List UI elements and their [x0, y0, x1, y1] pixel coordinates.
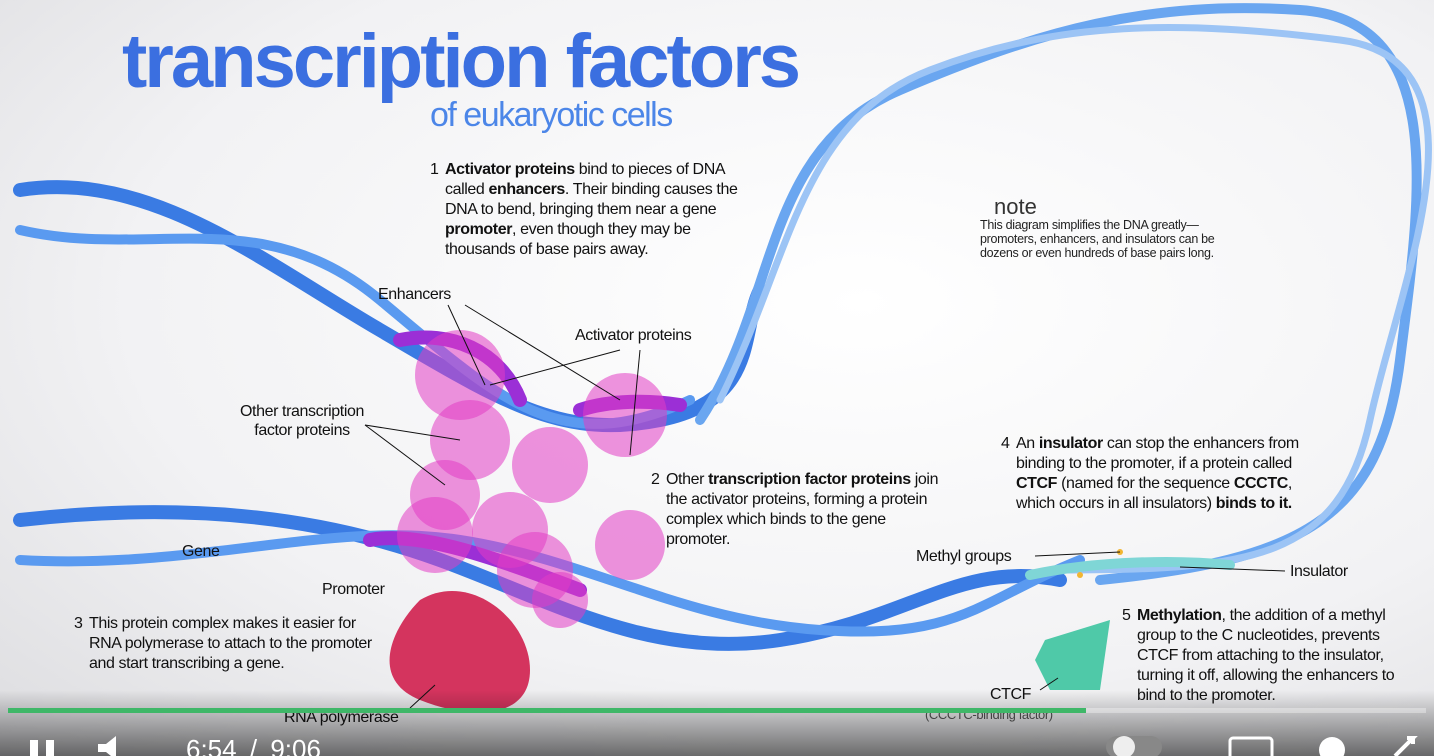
fullscreen-button[interactable] [1393, 736, 1418, 756]
text-run: bind to pieces of DNA called [445, 161, 725, 198]
text-run: Other [666, 471, 709, 488]
toggle-knob [1113, 736, 1135, 756]
protein [397, 497, 473, 573]
current-time: 6:54 [186, 734, 237, 756]
control-bar [0, 690, 1434, 756]
protein [583, 373, 667, 457]
captions-button[interactable] [1228, 736, 1274, 756]
text-run: transcription factor proteins [708, 471, 911, 488]
text-run: enhancers [488, 181, 565, 198]
label: Enhancers [378, 286, 451, 303]
label: Insulator [1290, 563, 1348, 580]
dna-strand [15, 225, 695, 429]
insulator-segment [1025, 557, 1235, 580]
protein [430, 400, 510, 480]
progress-fill [8, 708, 1086, 713]
text-run: CCCTC [1233, 475, 1288, 492]
text-run: , which occurs in all insulators) [1016, 475, 1292, 512]
settings-button[interactable] [1319, 737, 1345, 756]
title: transcription factors [122, 19, 801, 104]
text-run: insulator [1038, 435, 1103, 452]
step-4: 4 An insulator can stop the enhancers fro… [1001, 434, 1311, 514]
text-run: , even though they may be thousands of b… [445, 221, 691, 258]
label: Gene [182, 543, 220, 560]
text-run: (named for the sequence [1057, 475, 1234, 492]
text-run: . Their binding causes the DNA to bend, … [445, 181, 738, 218]
step-number: 5 [1122, 607, 1131, 624]
player-icons [30, 736, 1418, 756]
dna-strand [695, 3, 1422, 585]
dna-strand [15, 530, 1085, 637]
step-3: 3 This protein complex makes it easier fo… [74, 614, 389, 674]
label: Other transcription factor proteins [239, 403, 364, 439]
label: Methyl groups [916, 548, 1012, 565]
note-text: This diagram simplifies the DNA greatly—… [980, 218, 1215, 260]
pause-button[interactable] [30, 740, 38, 756]
text-run: binds to it. [1215, 495, 1292, 512]
step-2: 2 Other transcription factor proteins joi… [651, 470, 951, 550]
text-run: This protein complex makes it easier for… [89, 615, 372, 672]
step-1: 1 Activator proteins bind to pieces of DN… [430, 160, 745, 260]
time-separator: / [249, 734, 258, 756]
note-title: note [994, 194, 1037, 219]
methyl-group [1077, 572, 1083, 578]
callouts [364, 304, 1286, 709]
ctcf-protein [1035, 620, 1110, 690]
pause-button-bar [46, 740, 54, 756]
text-run: can stop the enhancers from binding to t… [1016, 435, 1299, 472]
protein [595, 510, 665, 580]
subtitle: of eukaryotic cells [430, 96, 673, 134]
dna-strand [716, 24, 1432, 574]
label: Activator proteins [575, 327, 692, 344]
step-number: 2 [651, 471, 660, 488]
protein [512, 427, 588, 503]
time-display: 6:54 / 9:06 [186, 734, 321, 756]
duration: 9:06 [270, 734, 321, 756]
text-run: Methylation [1137, 607, 1222, 624]
protein-complex [397, 330, 667, 628]
text-run: CTCF [1016, 475, 1058, 492]
progress-track[interactable] [8, 708, 1426, 713]
text-run: promoter [445, 221, 513, 238]
step-number: 4 [1001, 435, 1010, 452]
text-run: join the activator proteins, forming a p… [666, 471, 939, 548]
label: Promoter [322, 581, 385, 598]
protein [415, 330, 505, 420]
step-number: 1 [430, 161, 439, 178]
protein [532, 572, 588, 628]
volume-button[interactable] [98, 736, 116, 756]
text-run: Activator proteins [445, 161, 575, 178]
rna-polymerase [389, 590, 530, 713]
text-run: An [1016, 435, 1039, 452]
step-number: 3 [74, 615, 83, 632]
